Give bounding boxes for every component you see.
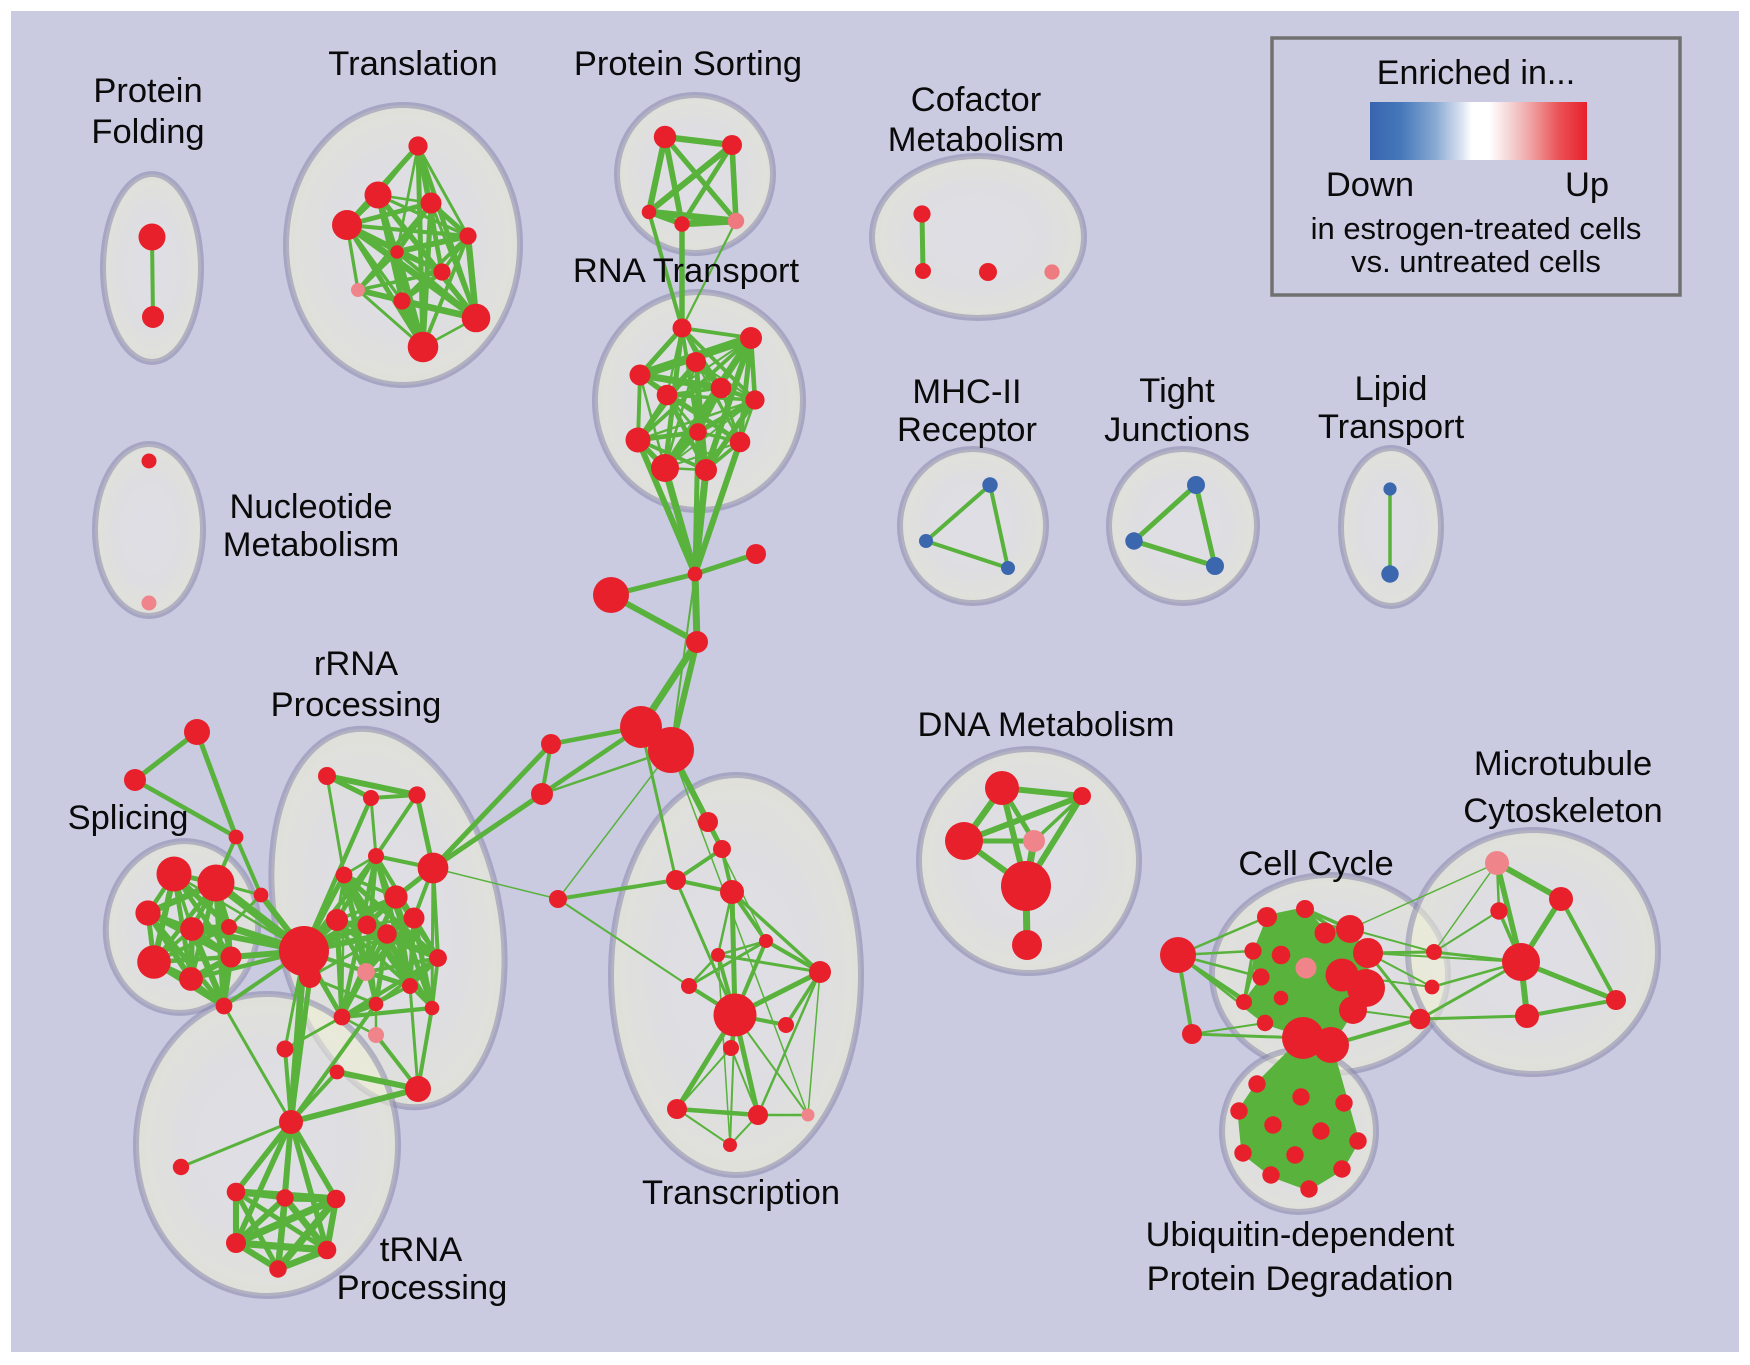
svg-text:Protein Degradation: Protein Degradation	[1147, 1260, 1454, 1298]
svg-text:Metabolism: Metabolism	[888, 121, 1064, 159]
svg-text:Cytoskeleton: Cytoskeleton	[1463, 792, 1662, 830]
svg-text:Metabolism: Metabolism	[223, 526, 399, 564]
svg-text:Nucleotide: Nucleotide	[229, 488, 392, 526]
svg-text:MHC-II: MHC-II	[912, 373, 1021, 411]
svg-text:Cofactor: Cofactor	[911, 81, 1041, 119]
svg-text:Translation: Translation	[328, 45, 497, 83]
svg-text:in estrogen-treated cells: in estrogen-treated cells	[1311, 211, 1642, 246]
svg-text:Splicing: Splicing	[68, 799, 189, 837]
svg-text:Processing: Processing	[337, 1269, 508, 1307]
svg-text:RNA Transport: RNA Transport	[573, 252, 800, 290]
svg-text:Lipid: Lipid	[1355, 370, 1428, 408]
svg-text:Processing: Processing	[271, 686, 442, 724]
svg-text:Protein Sorting: Protein Sorting	[574, 45, 802, 83]
svg-text:Microtubule: Microtubule	[1474, 745, 1652, 783]
svg-text:Tight: Tight	[1139, 372, 1215, 410]
svg-text:vs. untreated cells: vs. untreated cells	[1351, 244, 1601, 279]
svg-text:DNA Metabolism: DNA Metabolism	[918, 706, 1175, 744]
svg-text:Protein: Protein	[93, 72, 202, 110]
svg-text:Up: Up	[1565, 166, 1609, 204]
svg-text:Junctions: Junctions	[1104, 411, 1250, 449]
svg-text:rRNA: rRNA	[314, 645, 398, 683]
svg-text:Enriched in...: Enriched in...	[1377, 54, 1575, 92]
svg-text:tRNA: tRNA	[380, 1231, 462, 1269]
svg-text:Ubiquitin-dependent: Ubiquitin-dependent	[1146, 1216, 1455, 1254]
svg-text:Transport: Transport	[1318, 408, 1465, 446]
svg-text:Down: Down	[1326, 166, 1414, 204]
svg-text:Folding: Folding	[91, 113, 204, 151]
svg-text:Cell Cycle: Cell Cycle	[1238, 845, 1393, 883]
svg-text:Transcription: Transcription	[642, 1174, 840, 1212]
svg-text:Receptor: Receptor	[897, 411, 1037, 449]
